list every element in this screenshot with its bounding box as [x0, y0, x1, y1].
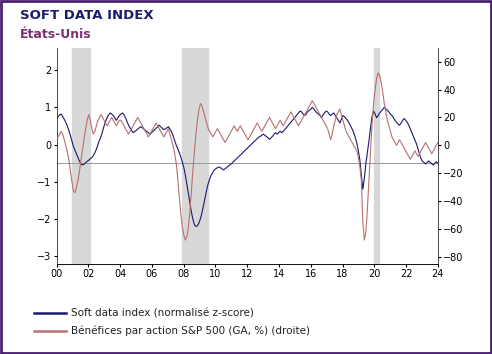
Text: Bénéfices par action S&P 500 (GA, %) (droite): Bénéfices par action S&P 500 (GA, %) (dr… [71, 326, 310, 336]
Text: SOFT DATA INDEX: SOFT DATA INDEX [20, 9, 154, 22]
Bar [374, 48, 379, 264]
Bar [182, 48, 208, 264]
Bar [72, 48, 90, 264]
Text: États-Unis: États-Unis [20, 28, 92, 41]
Text: Soft data index (normalisé z-score): Soft data index (normalisé z-score) [71, 308, 254, 318]
